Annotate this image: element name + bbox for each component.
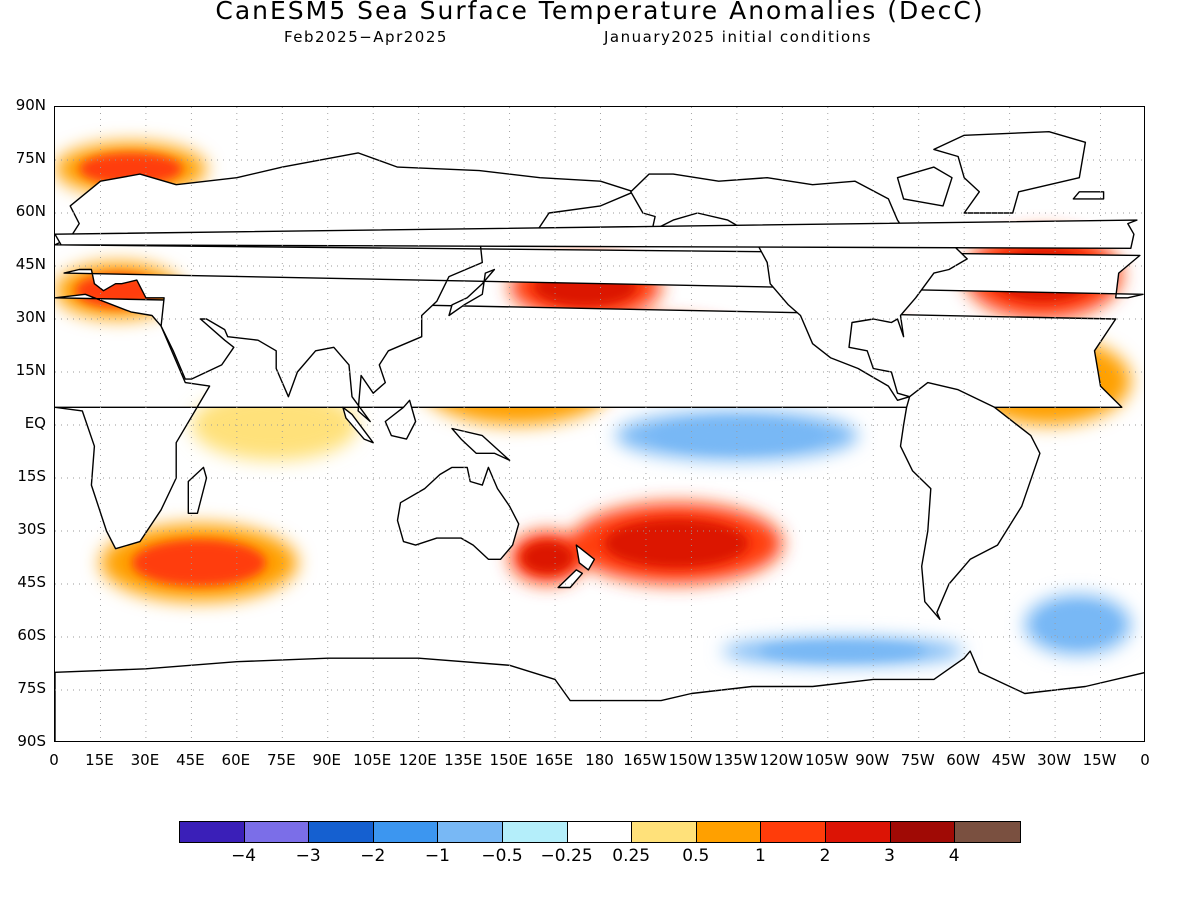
colorbar-swatch <box>567 822 633 842</box>
lon-label: 135E <box>444 751 483 769</box>
landmass-uk <box>55 219 1138 249</box>
lon-label: 0 <box>1140 751 1150 769</box>
colorbar-swatch <box>309 822 374 842</box>
colorbar-swatch <box>244 822 310 842</box>
lon-label: 105E <box>353 751 392 769</box>
colorbar-label: −3 <box>295 846 321 866</box>
colorbar-swatch <box>632 822 697 842</box>
lat-label: 75S <box>17 679 46 697</box>
map-canvas <box>55 107 1144 741</box>
colorbar-swatch <box>890 822 956 842</box>
anomaly-core <box>760 642 926 660</box>
lat-label: 60N <box>15 202 46 220</box>
lon-label: 90E <box>312 751 342 769</box>
lat-label: 15N <box>15 361 46 379</box>
landmass-baffin <box>896 166 953 207</box>
anomaly-core <box>521 541 574 574</box>
colorbar-label: 3 <box>884 846 896 866</box>
lat-label: 75N <box>15 149 46 167</box>
colorbar-swatch <box>180 822 245 842</box>
landmass-new-guinea <box>451 427 511 461</box>
sst-anomaly-map <box>54 106 1145 742</box>
lon-label: 15W <box>1082 751 1117 769</box>
lat-label: EQ <box>24 414 46 432</box>
continents <box>55 131 1144 741</box>
landmass-australia <box>396 466 520 560</box>
landmass-sumatra <box>342 406 374 444</box>
lon-label: 0 <box>49 751 59 769</box>
lat-label: 45N <box>15 255 46 273</box>
landmass-madagascar <box>187 466 208 514</box>
lon-label: 75W <box>900 751 935 769</box>
lon-label: 165W <box>623 751 667 769</box>
anomaly-core <box>1041 606 1114 643</box>
lon-label: 150W <box>668 751 713 769</box>
lon-label: 45E <box>176 751 205 769</box>
lon-label: 15E <box>85 751 114 769</box>
lat-label: 90N <box>15 96 46 114</box>
landmass-iceland <box>1072 191 1105 200</box>
lon-label: 135W <box>714 751 758 769</box>
lon-label: 150E <box>489 751 528 769</box>
lon-label: 60W <box>946 751 981 769</box>
lat-label: 30S <box>17 520 46 538</box>
landmass-antarctica <box>55 650 1144 741</box>
colorbar <box>179 821 1021 843</box>
colorbar-swatch <box>373 822 439 842</box>
lon-label: 120W <box>759 751 804 769</box>
grid-lines <box>55 107 1144 741</box>
lon-label: 165E <box>534 751 574 769</box>
colorbar-label: 0.25 <box>612 846 651 866</box>
colorbar-swatch <box>438 822 503 842</box>
landmass-japan <box>448 268 496 317</box>
lon-label: 45W <box>991 751 1026 769</box>
lat-label: 60S <box>17 626 46 644</box>
lat-label: 45S <box>17 573 46 591</box>
anomaly-core <box>604 518 749 568</box>
colorbar-swatch <box>955 822 1020 842</box>
colorbar-swatch <box>761 822 826 842</box>
lon-label: 30W <box>1037 751 1072 769</box>
lat-label: 15S <box>17 467 46 485</box>
lon-label: 120E <box>398 751 437 769</box>
colorbar-swatch <box>696 822 762 842</box>
colorbar-label: 2 <box>819 846 831 866</box>
landmass-nz-north <box>575 544 596 571</box>
colorbar-label: −0.25 <box>540 846 593 866</box>
forecast-period: Feb2025−Apr2025 <box>284 28 448 46</box>
lat-label: 90S <box>17 732 46 750</box>
landmass-nz-south <box>557 569 583 589</box>
colorbar-swatch <box>825 822 891 842</box>
colorbar-label: 4 <box>948 846 960 866</box>
landmass-borneo <box>384 399 417 440</box>
colorbar-swatch <box>502 822 568 842</box>
colorbar-label: −2 <box>360 846 386 866</box>
lon-label: 90W <box>855 751 890 769</box>
lon-label: 60E <box>221 751 251 769</box>
landmass-s-america <box>899 381 1041 620</box>
colorbar-label: −1 <box>424 846 450 866</box>
colorbar-label: 1 <box>754 846 766 866</box>
colorbar-label: −4 <box>231 846 257 866</box>
colorbar-label: −0.5 <box>481 846 523 866</box>
colorbar-label: 0.5 <box>682 846 710 866</box>
anomaly-core <box>131 539 266 587</box>
anomaly-core <box>654 420 820 451</box>
lon-label: 180 <box>585 751 614 769</box>
lat-label: 30N <box>15 308 46 326</box>
lon-label: 105W <box>805 751 849 769</box>
anomaly-core <box>79 152 183 185</box>
lon-label: 75E <box>266 751 296 769</box>
lon-label: 30E <box>130 751 160 769</box>
landmass-greenland <box>933 131 1087 214</box>
initial-conditions: January2025 initial conditions <box>604 28 872 46</box>
chart-title: CanESM5 Sea Surface Temperature Anomalie… <box>215 0 985 25</box>
